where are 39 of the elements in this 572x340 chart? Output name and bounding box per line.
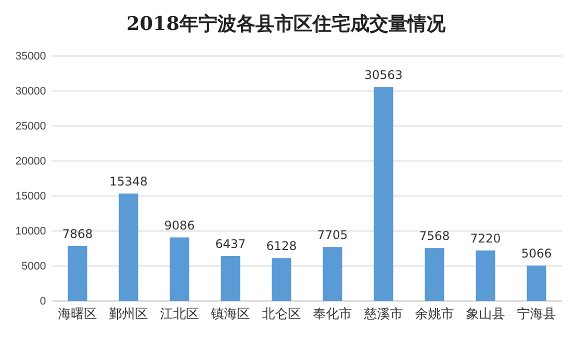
bar (476, 250, 496, 301)
bar (322, 247, 342, 301)
bar (220, 256, 240, 301)
y-tick-label: 10000 (15, 226, 46, 238)
y-tick-label: 15000 (15, 190, 46, 203)
x-tick-label: 北仑区 (262, 306, 301, 322)
x-tick-label: 海曙区 (58, 306, 97, 322)
x-tick-label: 鄞州区 (109, 306, 148, 322)
x-tick-label: 镇海区 (210, 306, 250, 322)
y-tick-label: 5000 (22, 260, 46, 273)
data-label: 7220 (470, 231, 501, 246)
bar (170, 237, 190, 301)
data-label: 7705 (317, 228, 348, 242)
bar (272, 258, 292, 301)
y-tick-label: 25000 (15, 120, 46, 133)
x-tick-label: 宁海县 (517, 306, 556, 322)
data-label: 30563 (364, 68, 403, 82)
data-label: 7568 (419, 229, 450, 244)
y-tick-label: 35000 (15, 50, 46, 63)
y-tick-label: 20000 (15, 156, 46, 168)
data-label: 7868 (62, 226, 93, 241)
bar (374, 87, 394, 301)
chart-title: 2018年宁波各县市区住宅成交量情况 (126, 13, 446, 35)
bar (526, 266, 546, 301)
x-tick-label: 奉化市 (313, 306, 352, 322)
data-label: 5066 (521, 246, 552, 261)
x-tick-label: 余姚市 (415, 306, 454, 322)
bar (118, 194, 138, 301)
bar (68, 246, 88, 301)
data-label: 6437 (215, 236, 246, 251)
y-tick-label: 0 (40, 296, 46, 308)
x-tick-label: 象山县 (466, 306, 505, 322)
x-tick-label: 江北区 (160, 306, 199, 322)
y-tick-label: 30000 (15, 86, 46, 98)
bar (424, 248, 444, 301)
data-label: 9086 (164, 218, 195, 232)
data-label: 6128 (266, 239, 297, 254)
data-label: 15348 (109, 174, 148, 189)
x-tick-label: 慈溪市 (363, 306, 403, 322)
